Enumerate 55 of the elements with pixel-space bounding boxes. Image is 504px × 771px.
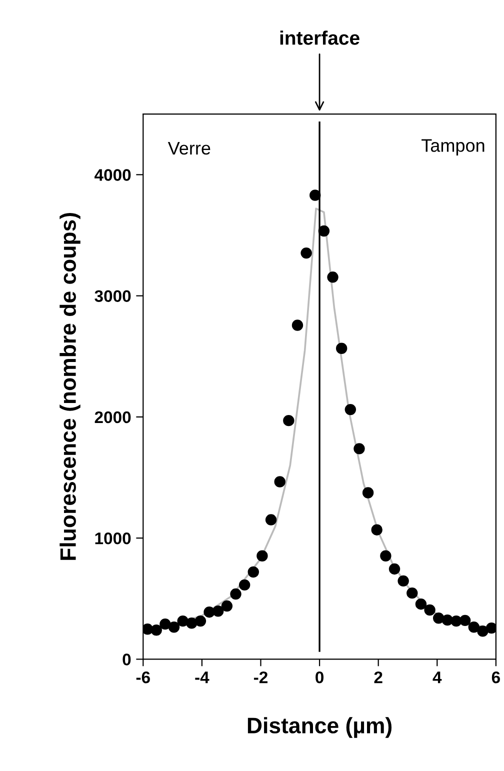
point: [362, 487, 374, 498]
point: [194, 615, 206, 627]
point: [433, 612, 444, 624]
annotation: Tampon: [422, 139, 484, 156]
point: [468, 622, 480, 633]
x-tick-label: 0: [316, 671, 324, 684]
point: [177, 615, 188, 627]
y-axis-title: Fluorescence (nombre de coups): [60, 213, 80, 560]
y-tick-label: 2000: [94, 411, 131, 424]
x-tick-label: 2: [374, 671, 382, 684]
point: [344, 404, 356, 416]
point: [230, 588, 242, 600]
point: [388, 563, 400, 575]
point: [442, 614, 454, 626]
point: [160, 618, 171, 630]
point: [300, 247, 312, 259]
point: [354, 443, 365, 454]
x-axis-title: Distance (µm): [248, 717, 392, 738]
point: [424, 604, 436, 616]
point: [486, 622, 496, 634]
point: [371, 524, 382, 536]
point: [143, 624, 154, 635]
point: [238, 579, 250, 591]
point: [398, 575, 409, 587]
point: [248, 566, 259, 578]
point: [459, 614, 471, 626]
x-tick-label: -4: [195, 672, 210, 684]
x-tick-label: -2: [254, 671, 268, 684]
point: [406, 587, 418, 599]
point: [204, 606, 215, 618]
point: [256, 550, 268, 562]
point: [477, 625, 488, 637]
x-tick-label: 6: [492, 671, 500, 684]
point: [415, 598, 427, 610]
x-tick-label: -6: [136, 671, 150, 684]
point: [283, 414, 294, 426]
point: [380, 550, 392, 562]
y-tick-label: 4000: [94, 169, 131, 181]
point: [336, 342, 348, 354]
point: [265, 514, 277, 526]
point: [212, 606, 224, 617]
annotation: Verre: [168, 142, 210, 155]
x-tick-label: 4: [432, 672, 442, 684]
point: [150, 624, 162, 636]
point: [274, 476, 286, 488]
point: [450, 615, 462, 627]
ref-line-label: interface: [280, 30, 360, 45]
y-tick-label: 0: [122, 654, 131, 666]
point: [327, 272, 338, 283]
point: [168, 622, 180, 633]
y-tick-label: 3000: [94, 290, 131, 302]
point: [221, 600, 233, 612]
point: [186, 618, 198, 629]
point: [292, 320, 304, 331]
y-tick-label: 1000: [95, 532, 131, 544]
